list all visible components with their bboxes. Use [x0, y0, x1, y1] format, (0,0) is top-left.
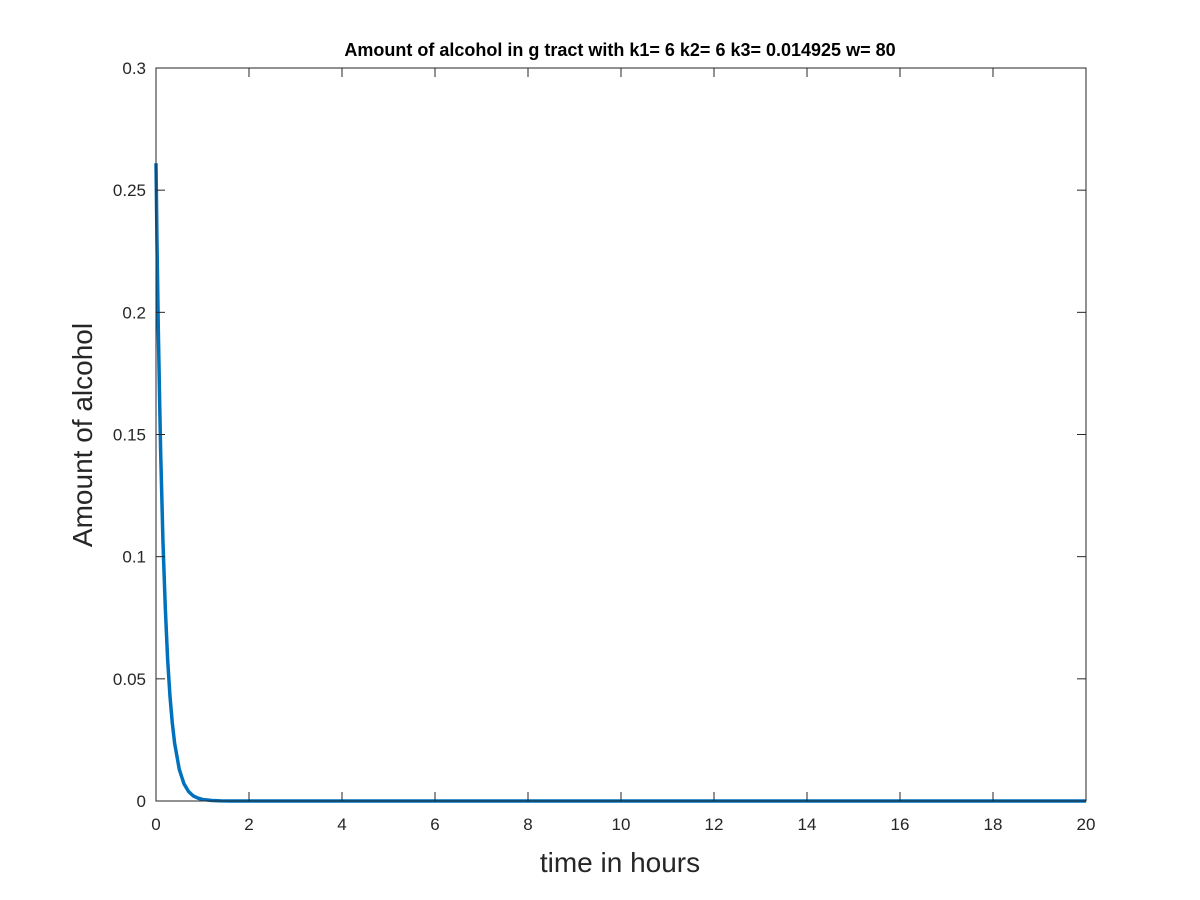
y-tick-label: 0.15 — [113, 426, 146, 445]
x-tick-label: 18 — [984, 815, 1003, 834]
y-axis-ticks: 0 0.05 0.1 0.15 0.2 0.25 0.3 — [113, 59, 1086, 811]
x-tick-label: 10 — [612, 815, 631, 834]
x-tick-label: 4 — [337, 815, 346, 834]
plot-area — [156, 68, 1086, 801]
y-axis-title: Amount of alcohol — [67, 323, 98, 547]
x-tick-label: 16 — [891, 815, 910, 834]
y-tick-label: 0.1 — [122, 548, 146, 567]
x-axis-ticks: 0 2 4 6 8 10 12 14 16 18 20 — [151, 68, 1095, 834]
x-tick-label: 12 — [705, 815, 724, 834]
y-tick-label: 0.3 — [122, 59, 146, 78]
x-tick-label: 0 — [151, 815, 160, 834]
y-tick-label: 0.2 — [122, 303, 146, 322]
x-tick-label: 2 — [244, 815, 253, 834]
x-tick-label: 8 — [523, 815, 532, 834]
y-tick-label: 0.05 — [113, 670, 146, 689]
x-tick-label: 14 — [798, 815, 817, 834]
y-tick-label: 0 — [137, 792, 146, 811]
x-tick-label: 6 — [430, 815, 439, 834]
x-tick-label: 20 — [1077, 815, 1096, 834]
x-axis-title: time in hours — [540, 847, 700, 878]
y-tick-label: 0.25 — [113, 181, 146, 200]
chart-title: Amount of alcohol in g tract with k1= 6 … — [344, 40, 895, 60]
